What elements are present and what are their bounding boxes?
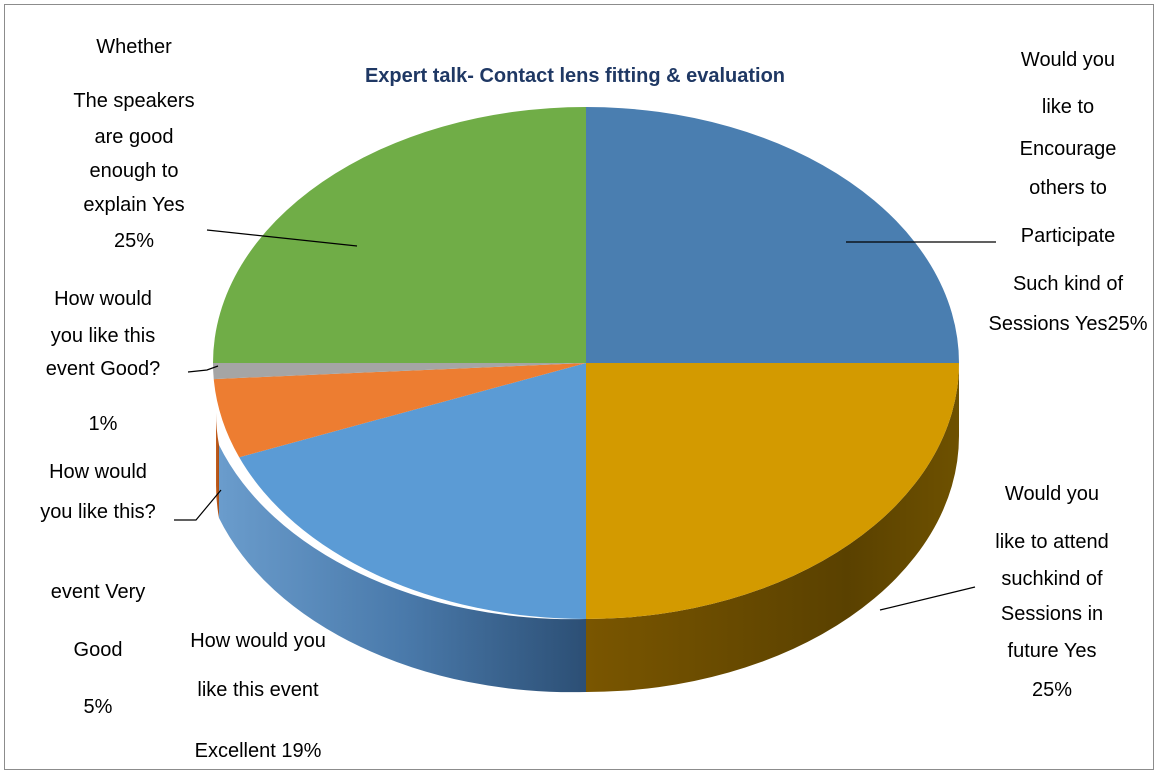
chart-title: Expert talk- Contact lens fitting & eval…	[365, 65, 785, 87]
pie-side-gold	[586, 363, 959, 692]
data-label-encourage-line-4: others to	[1029, 177, 1107, 199]
leader-line-good	[187, 365, 219, 373]
data-label-attend-line-1: Would you	[1005, 483, 1099, 505]
pie-slice-good	[213, 363, 586, 380]
data-label-encourage-line-2: like to	[1042, 96, 1094, 118]
pie-slice-very-good	[213, 363, 587, 458]
data-label-speakers-line-2: The speakers	[73, 90, 194, 112]
data-label-speakers-line-5: explain Yes	[83, 194, 184, 216]
data-label-speakers-line-4: enough to	[90, 160, 179, 182]
pie-side-blue	[219, 445, 586, 693]
data-label-very-good-line-2: you like this?	[40, 501, 156, 523]
data-label-encourage-line-6: Such kind of	[1013, 273, 1124, 295]
leader-line-attend	[879, 586, 976, 611]
data-label-good-line-1: How would	[54, 288, 152, 310]
data-label-good-line-4: 1%	[89, 413, 118, 435]
data-label-attend-line-3: suchkind of	[1001, 568, 1103, 590]
leader-line-speakers	[206, 229, 358, 247]
pie-slice-excellent	[239, 363, 586, 619]
data-label-excellent-line-1: How would you	[190, 630, 326, 652]
data-label-encourage-line-1: Would you	[1021, 49, 1115, 71]
data-label-good-line-3: event Good?	[46, 358, 161, 380]
leader-lines	[174, 229, 996, 611]
data-label-attend-line-6: 25%	[1032, 679, 1072, 701]
data-label-attend-line-2: like to attend	[995, 531, 1108, 553]
pie-slice-speakers	[213, 107, 586, 363]
data-label-excellent-line-3: Excellent 19%	[195, 740, 322, 762]
pie-slice-attend	[586, 363, 959, 619]
pie-side-orange	[215, 412, 219, 518]
data-label-speakers-line-6: 25%	[114, 230, 154, 252]
data-label-good-line-2: you like this	[51, 325, 156, 347]
data-label-very-good-line-4: Good	[74, 639, 123, 661]
pie-slice-encourage	[586, 107, 959, 363]
data-label-speakers-line-3: are good	[95, 126, 174, 148]
data-label-very-good-line-3: event Very	[51, 581, 146, 603]
data-label-encourage-line-3: Encourage	[1020, 138, 1117, 160]
data-label-speakers-line-1: Whether	[96, 36, 172, 58]
data-label-excellent-line-2: like this event	[197, 679, 319, 701]
data-label-attend-line-5: future Yes	[1008, 640, 1097, 662]
data-label-encourage-line-7: Sessions Yes25%	[988, 313, 1147, 335]
data-label-encourage-line-5: Participate	[1021, 225, 1116, 247]
data-label-very-good-line-5: 5%	[84, 696, 113, 718]
leader-line-verygood	[174, 489, 222, 521]
data-label-attend-line-4: Sessions in	[1001, 603, 1103, 625]
data-label-very-good-line-1: How would	[49, 461, 147, 483]
